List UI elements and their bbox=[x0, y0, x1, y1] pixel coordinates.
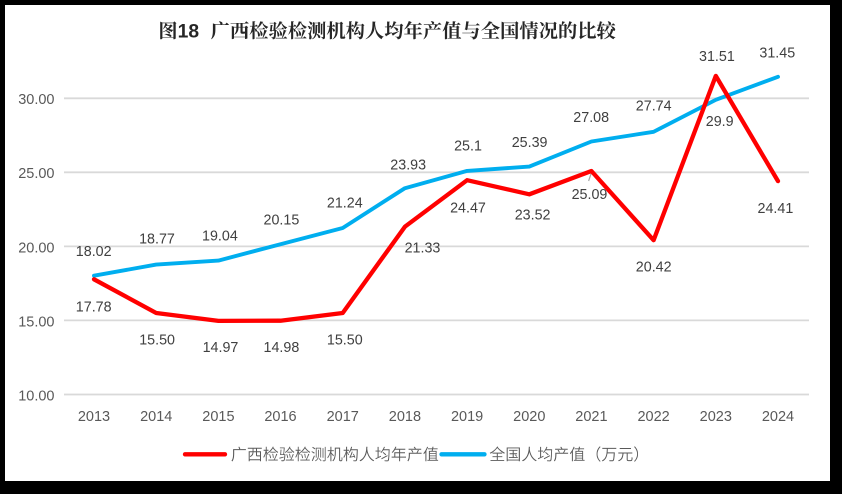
svg-text:14.98: 14.98 bbox=[264, 340, 300, 356]
svg-text:2020: 2020 bbox=[513, 409, 545, 425]
svg-text:2024: 2024 bbox=[762, 409, 794, 425]
svg-text:2017: 2017 bbox=[327, 409, 359, 425]
svg-text:24.41: 24.41 bbox=[758, 201, 794, 217]
svg-text:25.39: 25.39 bbox=[512, 135, 548, 151]
svg-text:15.50: 15.50 bbox=[139, 333, 175, 349]
svg-text:23.93: 23.93 bbox=[390, 158, 426, 174]
svg-text:2013: 2013 bbox=[78, 409, 110, 425]
svg-text:14.97: 14.97 bbox=[203, 340, 239, 356]
svg-text:24.47: 24.47 bbox=[450, 200, 486, 216]
svg-text:18.02: 18.02 bbox=[76, 244, 112, 260]
svg-text:20.00: 20.00 bbox=[18, 240, 54, 256]
svg-text:15.50: 15.50 bbox=[327, 333, 363, 349]
svg-text:30.00: 30.00 bbox=[18, 92, 54, 108]
svg-text:31.45: 31.45 bbox=[759, 46, 795, 62]
svg-text:25.09: 25.09 bbox=[572, 187, 608, 203]
svg-text:20.15: 20.15 bbox=[264, 213, 300, 229]
svg-text:21.24: 21.24 bbox=[327, 195, 363, 211]
svg-text:19.04: 19.04 bbox=[202, 229, 238, 245]
svg-text:2023: 2023 bbox=[700, 409, 732, 425]
svg-text:18: 18 bbox=[178, 22, 200, 43]
svg-text:25.1: 25.1 bbox=[454, 139, 482, 155]
svg-text:2018: 2018 bbox=[389, 409, 421, 425]
svg-text:2019: 2019 bbox=[451, 409, 483, 425]
svg-text:27.74: 27.74 bbox=[636, 99, 672, 115]
svg-text:20.42: 20.42 bbox=[636, 259, 672, 275]
svg-text:2014: 2014 bbox=[140, 409, 172, 425]
svg-text:10.00: 10.00 bbox=[18, 388, 54, 404]
svg-text:2021: 2021 bbox=[575, 409, 607, 425]
svg-text:2016: 2016 bbox=[264, 409, 296, 425]
svg-text:21.33: 21.33 bbox=[405, 241, 441, 257]
svg-text:2022: 2022 bbox=[637, 409, 669, 425]
svg-text:2015: 2015 bbox=[202, 409, 234, 425]
svg-text:15.00: 15.00 bbox=[18, 314, 54, 330]
svg-text:25.00: 25.00 bbox=[18, 166, 54, 182]
svg-text:27.08: 27.08 bbox=[573, 110, 609, 126]
svg-text:17.78: 17.78 bbox=[76, 300, 112, 316]
svg-text:31.51: 31.51 bbox=[699, 49, 735, 65]
svg-text:29.9: 29.9 bbox=[706, 114, 734, 130]
svg-text:23.52: 23.52 bbox=[515, 208, 551, 224]
svg-text:18.77: 18.77 bbox=[139, 232, 175, 248]
